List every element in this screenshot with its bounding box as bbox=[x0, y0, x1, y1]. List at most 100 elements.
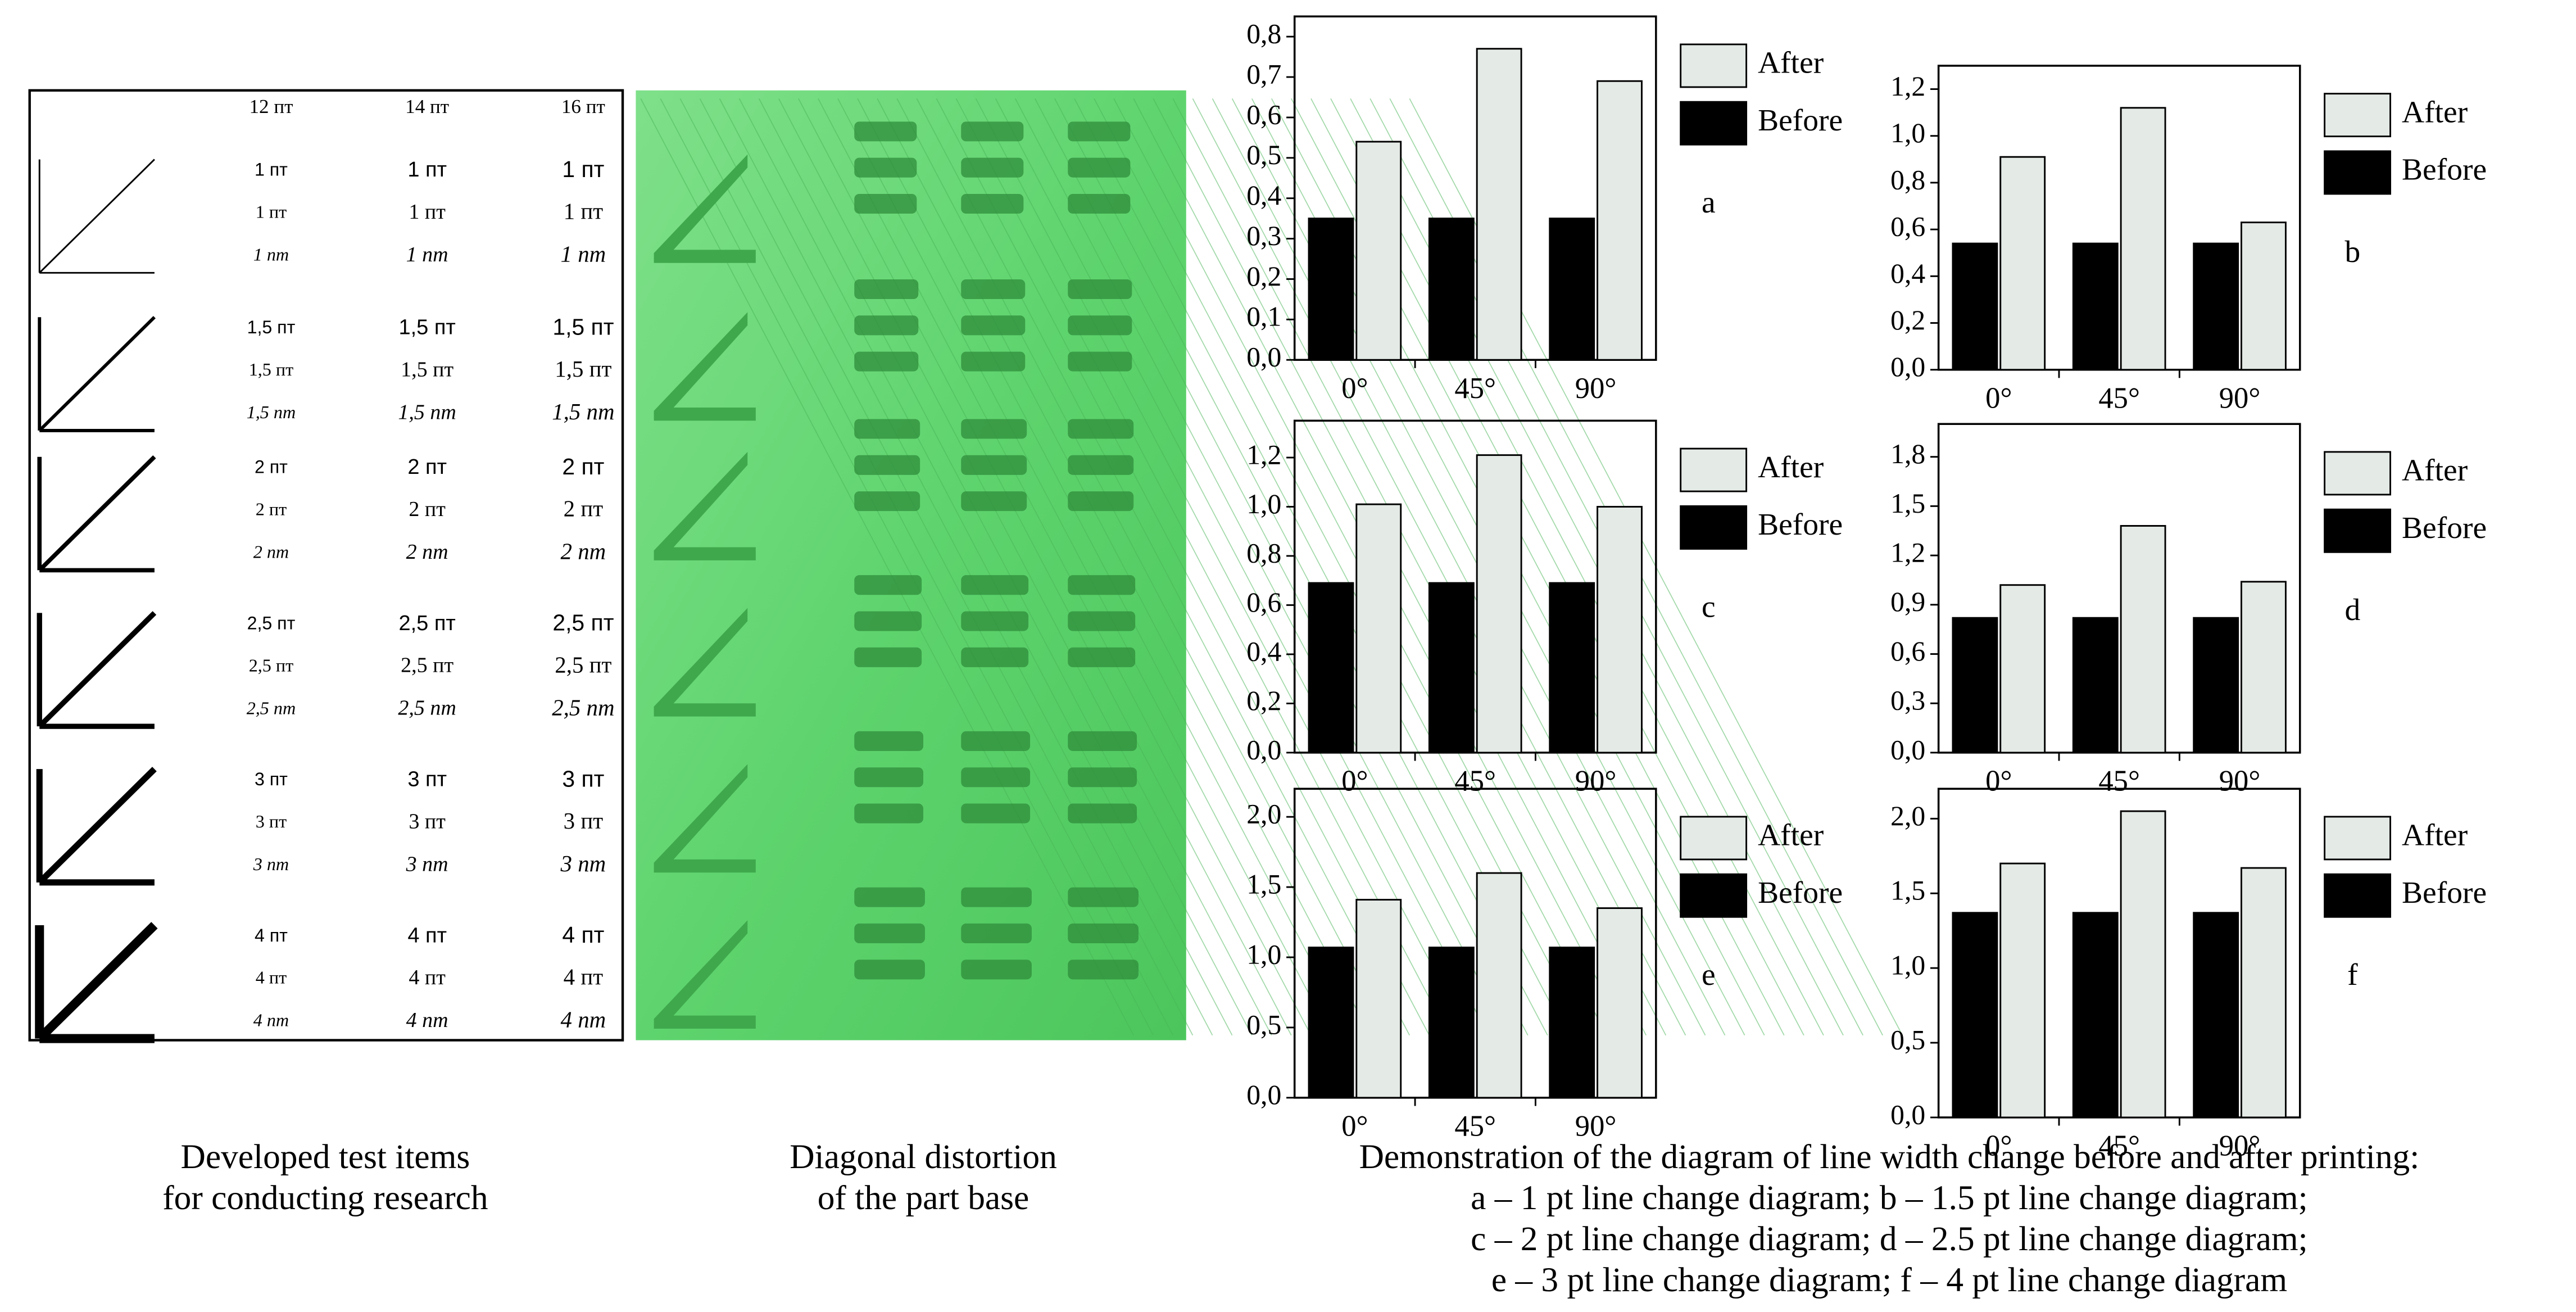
printed-text bbox=[1068, 923, 1139, 944]
legend-label: Before bbox=[1758, 103, 1843, 138]
test-item-label: 1 пт bbox=[409, 200, 446, 224]
print-streak bbox=[699, 98, 1194, 1036]
printed-angle bbox=[654, 920, 756, 1029]
printed-text bbox=[961, 575, 1029, 595]
printed-text bbox=[854, 279, 919, 300]
test-item-label: 1 nm bbox=[406, 243, 448, 266]
legend-swatch bbox=[2324, 873, 2392, 918]
plot-frame bbox=[1293, 15, 1657, 361]
test-item-label: 1 пт bbox=[564, 198, 604, 224]
bar bbox=[1476, 48, 1522, 361]
test-item-label: 2,5 nm bbox=[398, 696, 456, 720]
y-tick-label: 0,4 bbox=[1246, 636, 1281, 667]
printed-text bbox=[961, 491, 1027, 512]
printed-text bbox=[961, 351, 1026, 372]
printed-text bbox=[1068, 611, 1136, 631]
angle-icon bbox=[36, 922, 158, 1042]
printed-text bbox=[961, 121, 1024, 142]
x-tick-label: 90° bbox=[2219, 1129, 2261, 1162]
caption: for conducting research bbox=[162, 1179, 488, 1217]
y-tick-label: 0,2 bbox=[1246, 685, 1281, 716]
angle-icon bbox=[39, 159, 155, 274]
bar bbox=[1549, 947, 1595, 1099]
test-item-label: 3 nm bbox=[406, 852, 448, 876]
printed-text bbox=[961, 803, 1031, 824]
legend-swatch bbox=[2324, 816, 2392, 861]
y-tick-label: 0,9 bbox=[1890, 586, 1925, 617]
y-tick-label: 1,2 bbox=[1890, 71, 1925, 102]
print-streak bbox=[818, 98, 1312, 1036]
print-streak bbox=[916, 98, 1411, 1036]
bar bbox=[2120, 525, 2166, 754]
printed-text bbox=[854, 647, 922, 667]
y-tick-label: 0,2 bbox=[1890, 305, 1925, 336]
print-streak bbox=[936, 98, 1430, 1036]
y-tick-label: 1,0 bbox=[1890, 117, 1925, 148]
printed-angle bbox=[654, 312, 756, 421]
bar bbox=[1355, 141, 1402, 361]
x-tick-label: 0° bbox=[1341, 372, 1368, 405]
test-item-label: 4 nm bbox=[253, 1010, 289, 1030]
legend-swatch bbox=[2324, 451, 2392, 496]
figure-caption: c – 2 pt line change diagram; d – 2.5 pt… bbox=[1471, 1220, 2308, 1258]
printed-text bbox=[1068, 455, 1134, 475]
bar bbox=[1952, 242, 1998, 371]
print-streak bbox=[1014, 98, 1509, 1036]
bar bbox=[1428, 218, 1475, 361]
test-item-label: 3 nm bbox=[253, 854, 289, 874]
bar bbox=[1428, 582, 1475, 754]
bar bbox=[2072, 242, 2119, 371]
figure-caption: Demonstration of the diagram of line wid… bbox=[1359, 1138, 2420, 1176]
test-item-label: 2 пт bbox=[255, 457, 288, 477]
y-tick-label: 1,0 bbox=[1246, 939, 1281, 970]
test-item-label: 2,5 nm bbox=[552, 695, 614, 720]
y-tick-label: 0,0 bbox=[1246, 734, 1281, 765]
test-item-label: 2 nm bbox=[253, 542, 289, 562]
print-streak bbox=[857, 98, 1351, 1036]
y-tick-label: 0,0 bbox=[1890, 351, 1925, 382]
bar bbox=[1549, 582, 1595, 754]
bar bbox=[1999, 584, 2046, 754]
y-tick-label: 2,0 bbox=[1246, 799, 1281, 830]
test-item-label: 3 пт bbox=[256, 811, 287, 831]
printed-text bbox=[961, 419, 1027, 439]
test-item-label: 2,5 пт bbox=[401, 654, 453, 677]
panel-label: e bbox=[1702, 958, 1716, 992]
legend-swatch bbox=[2324, 150, 2392, 195]
test-item-label: 1,5 пт bbox=[249, 359, 293, 379]
y-tick-label: 0,5 bbox=[1246, 139, 1281, 170]
printed-text bbox=[1068, 121, 1131, 142]
print-streak bbox=[798, 98, 1292, 1036]
legend-label: Before bbox=[1758, 876, 1843, 910]
y-tick-label: 0,4 bbox=[1246, 180, 1281, 211]
printed-angle bbox=[654, 451, 756, 560]
legend-swatch bbox=[1680, 43, 1748, 88]
legend-swatch bbox=[1680, 447, 1748, 492]
printed-text bbox=[1068, 960, 1139, 980]
print-streak bbox=[719, 98, 1213, 1036]
y-tick-label: 0,7 bbox=[1246, 58, 1281, 89]
printed-text bbox=[854, 193, 917, 214]
y-tick-label: 0,0 bbox=[1246, 1079, 1281, 1110]
printed-text bbox=[1068, 887, 1139, 907]
printed-text bbox=[854, 575, 922, 595]
printed-text bbox=[1068, 731, 1137, 751]
printed-text bbox=[961, 455, 1027, 475]
test-item-label: 2,5 пт bbox=[552, 610, 614, 636]
legend-label: Before bbox=[2402, 511, 2487, 545]
legend-label: Before bbox=[1758, 508, 1843, 542]
plot-frame bbox=[1293, 788, 1657, 1099]
bar bbox=[2241, 221, 2287, 371]
printed-text bbox=[961, 923, 1032, 944]
test-item-label: 1,5 nm bbox=[247, 402, 296, 422]
test-item-label: 4 пт bbox=[256, 967, 287, 988]
bar bbox=[1999, 862, 2046, 1119]
y-tick-label: 0,0 bbox=[1246, 342, 1281, 373]
printed-text bbox=[961, 960, 1032, 980]
printed-text bbox=[1068, 279, 1132, 300]
x-tick-label: 90° bbox=[2219, 382, 2261, 414]
x-tick-label: 45° bbox=[2098, 765, 2140, 798]
printed-text bbox=[854, 923, 925, 944]
printed-text bbox=[854, 731, 924, 751]
